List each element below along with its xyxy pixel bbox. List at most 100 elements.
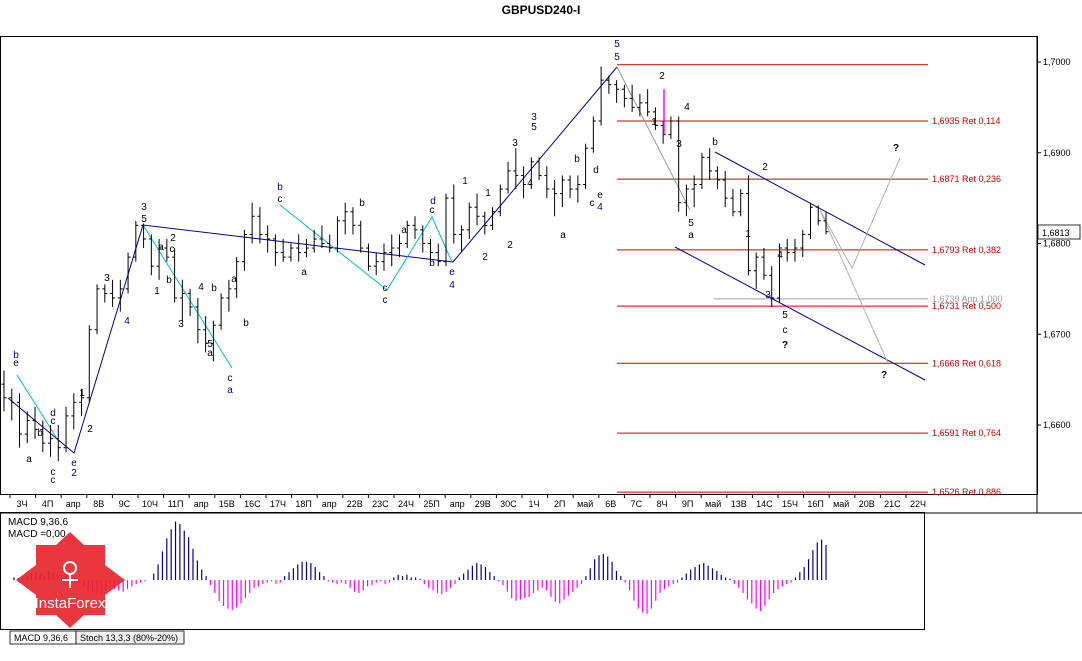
wave-label: 3 xyxy=(141,202,147,213)
price-bar xyxy=(528,157,534,190)
price-bar xyxy=(800,229,806,258)
price-bar xyxy=(303,238,309,258)
x-tick-label: 10Ч xyxy=(142,499,158,509)
price-bar xyxy=(389,234,395,267)
price-bar xyxy=(179,279,185,321)
price-bar xyxy=(482,211,488,235)
x-tick-label: май xyxy=(833,499,849,509)
wave-label: 5 xyxy=(207,339,213,350)
y-tick-label: 1,7000 xyxy=(1043,57,1071,67)
wave-label: c xyxy=(51,467,56,478)
x-tick-label: 18П xyxy=(295,499,311,509)
price-bar xyxy=(474,193,480,226)
x-tick-label: 2П xyxy=(554,499,565,509)
price-bar xyxy=(342,202,348,235)
price-bar xyxy=(497,184,503,217)
price-bar xyxy=(606,75,612,94)
x-tick-label: 25П xyxy=(423,499,439,509)
price-bar xyxy=(730,189,736,217)
price-bar xyxy=(645,89,651,117)
price-bar xyxy=(753,252,759,289)
price-bar xyxy=(125,252,131,294)
price-bar xyxy=(226,279,232,312)
wave-label: 5 xyxy=(688,218,694,229)
price-bar xyxy=(311,229,317,253)
price-bar xyxy=(536,157,542,180)
y-tick-label: 1,6600 xyxy=(1043,420,1071,430)
last-price-marker: 1,6813 xyxy=(1037,224,1081,240)
wave-label: d xyxy=(593,165,599,176)
price-bar xyxy=(676,116,682,212)
price-bar xyxy=(9,388,15,421)
price-bar xyxy=(210,320,216,362)
wave-label: ? xyxy=(782,340,788,351)
x-tick-label: май xyxy=(577,499,593,509)
price-bar xyxy=(738,189,744,217)
wave-label: 4 xyxy=(527,178,533,189)
price-bar xyxy=(319,225,325,249)
x-tick-label: 22Ч xyxy=(910,499,926,509)
y-tick-label: 1,6700 xyxy=(1043,329,1071,339)
wave-label: 1 xyxy=(79,388,85,399)
ret-label: 1,6668 Ret 0,618 xyxy=(932,358,1001,368)
price-bar xyxy=(621,84,627,108)
wave-label: 3 xyxy=(178,319,184,330)
price-bar xyxy=(598,66,604,126)
wave-label: 2 xyxy=(762,162,768,173)
price-bar xyxy=(94,284,100,335)
price-bar xyxy=(381,243,387,271)
x-tick-label: 30С xyxy=(500,499,517,509)
ret-label: 1,6935 Ret 0,114 xyxy=(932,116,1000,126)
price-bar xyxy=(451,184,457,244)
wave-label: e xyxy=(449,267,455,278)
price-bar xyxy=(40,420,46,453)
macd-value: MACD =0,00 xyxy=(8,529,66,540)
wave-label: a xyxy=(401,225,407,236)
wave-label: 2 xyxy=(71,468,77,479)
price-bar xyxy=(148,234,154,276)
wave-label: 4 xyxy=(124,316,130,327)
price-bar xyxy=(249,202,255,244)
x-tick-label: 9П xyxy=(682,499,693,509)
price-bar xyxy=(48,425,54,457)
wave-label: b xyxy=(211,283,217,294)
price-bar xyxy=(272,234,278,267)
wave-label: 1 xyxy=(485,188,491,199)
wave-label: a xyxy=(227,385,233,396)
price-bar xyxy=(358,220,364,253)
wave-label: 3 xyxy=(765,290,771,301)
x-tick-label: 20В xyxy=(859,499,875,509)
wave-label: 4 xyxy=(777,250,783,261)
x-tick-label: 1Ч xyxy=(528,499,539,509)
wave-label: ? xyxy=(881,370,887,381)
x-tick-label: апр xyxy=(194,499,209,509)
wave-label: 2 xyxy=(659,71,665,82)
price-bar xyxy=(505,161,511,194)
tab-stoch[interactable] xyxy=(75,630,185,645)
wave-label: 2 xyxy=(170,233,176,244)
price-bar xyxy=(784,238,790,262)
wave-label: b xyxy=(277,182,283,193)
price-bar xyxy=(373,252,379,276)
logo-figure-icon xyxy=(62,561,78,588)
x-tick-label: май xyxy=(705,499,721,509)
price-bar xyxy=(234,257,240,298)
wave-label: 1 xyxy=(462,176,468,187)
price-bar xyxy=(722,170,728,208)
wave-label: c xyxy=(430,205,435,216)
x-tick-label: 4П xyxy=(42,499,53,509)
x-tick-label: 29В xyxy=(475,499,491,509)
wave-label: a xyxy=(26,454,32,465)
price-bar xyxy=(288,243,294,262)
price-bar xyxy=(195,297,201,344)
wave-label: c xyxy=(783,325,788,336)
x-tick-label: апр xyxy=(450,499,465,509)
y-tick-label: 1,6800 xyxy=(1043,239,1071,249)
chart-title: GBPUSD240-I xyxy=(502,3,581,17)
time-axis: 3Ч 4П апр 8В 9С 10Ч 11П апр 15В 16С 17Ч 18П апр 22В 23… xyxy=(9,494,926,509)
wave-label: b xyxy=(243,318,249,329)
price-bar xyxy=(187,288,193,317)
indicator-tabs[interactable]: MACD 9,36,6 Stoch 13,3,3 (80%-20%) xyxy=(9,630,185,645)
instaforex-logo: InstaForex xyxy=(16,532,125,628)
